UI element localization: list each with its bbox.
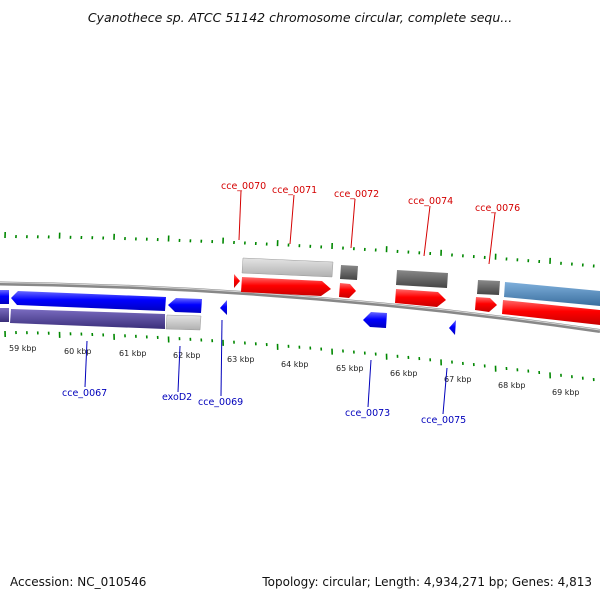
gene-label-exoD2[interactable]: exoD2 [162, 392, 192, 403]
gene-feature-gray[interactable] [241, 257, 334, 278]
gene-feature-gray[interactable] [340, 265, 358, 280]
gene-labels-bottom: cce_0067 exoD2 cce_0069 cce_0073 cce_007… [62, 388, 466, 426]
genome-summary-text: Topology: circular; Length: 4,934,271 bp… [262, 575, 592, 589]
gene-cce_0073-arrow[interactable] [363, 312, 387, 328]
genome-backbone-highlight [0, 282, 600, 331]
gene-feature-gray[interactable] [165, 314, 202, 331]
gene-leader-lines [84, 190, 496, 415]
gene-labels-top: cce_0070 cce_0071 cce_0072 cce_0074 cce_… [221, 181, 520, 214]
inner-ring-features [0, 308, 202, 331]
forward-strand-genes [234, 274, 600, 325]
gene-cce_0070-arrow[interactable] [234, 274, 240, 288]
scale-label: 69 kbp [552, 388, 580, 397]
gene-feature-gray[interactable] [396, 270, 448, 288]
gene-label-cce_0076[interactable]: cce_0076 [475, 203, 520, 214]
gene-cce_0075-arrow[interactable] [449, 320, 456, 335]
gene-feature-purple[interactable] [0, 308, 9, 322]
gene-label-cce_0069[interactable]: cce_0069 [198, 397, 243, 408]
gene-label-cce_0073[interactable]: cce_0073 [345, 408, 390, 419]
gene-red-arrow[interactable] [502, 300, 600, 325]
gene-cce_0074-arrow[interactable] [395, 289, 446, 307]
accession-text: Accession: NC_010546 [10, 575, 147, 589]
genome-backbone [0, 281, 600, 333]
gene-feature-purple[interactable] [10, 309, 165, 329]
scale-label: 67 kbp [444, 375, 472, 384]
scale-label: 59 kbp [9, 344, 37, 353]
gene-cce_0071-arrow[interactable] [241, 277, 331, 296]
gene-label-cce_0067[interactable]: cce_0067 [62, 388, 107, 399]
gene-label-cce_0070[interactable]: cce_0070 [221, 181, 266, 192]
scale-ticks-outer [4, 231, 595, 268]
gene-label-cce_0074[interactable]: cce_0074 [408, 196, 453, 207]
gene-cce_0076-arrow[interactable] [475, 297, 497, 312]
scale-label: 65 kbp [336, 364, 364, 373]
gene-label-cce_0072[interactable]: cce_0072 [334, 189, 379, 200]
gene-cce_0067-arrow[interactable] [11, 291, 166, 311]
scale-label: 60 kbp [64, 347, 92, 356]
scale-label: 62 kbp [173, 351, 201, 360]
scale-label: 66 kbp [390, 369, 418, 378]
gene-exoD2-arrow[interactable] [168, 298, 202, 313]
gene-label-cce_0071[interactable]: cce_0071 [272, 185, 317, 196]
gene-cce_0072-arrow[interactable] [339, 283, 356, 298]
reverse-strand-genes [0, 290, 456, 335]
gene-label-cce_0075[interactable]: cce_0075 [421, 415, 466, 426]
scale-label: 64 kbp [281, 360, 309, 369]
map-title: Cyanothece sp. ATCC 51142 chromosome cir… [87, 10, 513, 25]
gene-cce_0069-arrow[interactable] [220, 300, 227, 315]
gene-feature-gray[interactable] [477, 280, 500, 295]
scale-label: 63 kbp [227, 355, 255, 364]
scale-label: 61 kbp [119, 349, 147, 358]
scale-labels: 59 kbp 60 kbp 61 kbp 62 kbp 63 kbp 64 kb… [9, 344, 580, 397]
scale-ticks-inner [4, 330, 595, 382]
gene-feature-steelblue[interactable] [504, 282, 600, 306]
scale-label: 68 kbp [498, 381, 526, 390]
gene-blue-arrow[interactable] [0, 290, 9, 304]
outer-ring-features [241, 257, 600, 306]
